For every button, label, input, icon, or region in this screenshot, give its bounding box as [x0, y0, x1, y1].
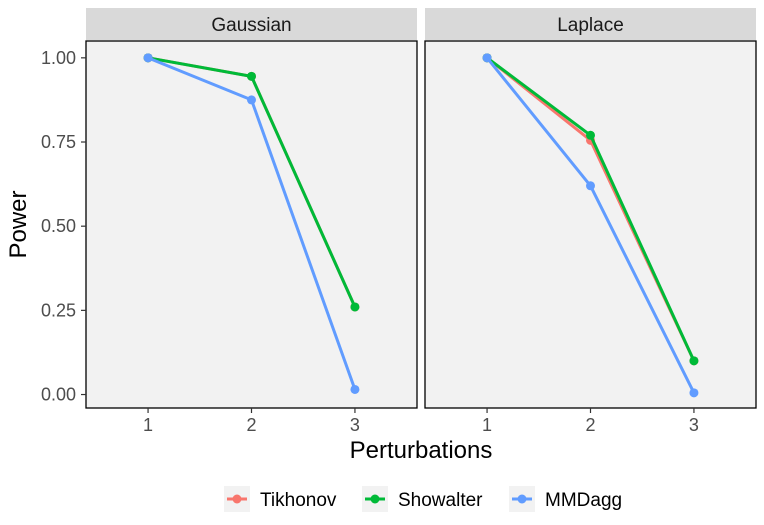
- data-point-mmdagg: [143, 53, 153, 63]
- data-point-showalter: [586, 130, 595, 140]
- data-point-showalter: [247, 71, 256, 81]
- x-tick-label: 3: [689, 415, 699, 435]
- legend-label-showalter: Showalter: [398, 490, 483, 511]
- strip-label-gaussian: Gaussian: [211, 15, 291, 36]
- x-axis-title: Perturbations: [350, 437, 493, 464]
- data-point-showalter: [350, 302, 360, 312]
- x-tick-label: 2: [246, 415, 256, 435]
- y-tick-label: 0.75: [41, 132, 76, 152]
- data-point-mmdagg: [482, 53, 492, 63]
- panel-gaussian: Gaussian: [85, 8, 418, 409]
- y-tick-label: 0.50: [41, 216, 76, 236]
- x-tick-label: 1: [482, 415, 492, 435]
- x-tick-label: 1: [143, 415, 153, 435]
- data-point-mmdagg: [247, 95, 256, 105]
- marks-gaussian: [143, 53, 360, 394]
- legend-point-tikhonov: [232, 494, 242, 504]
- x-tick-label: 2: [585, 415, 595, 435]
- legend-label-tikhonov: Tikhonov: [260, 490, 337, 511]
- panel-laplace: Laplace: [424, 8, 757, 409]
- data-point-mmdagg: [350, 384, 360, 394]
- x-tick-label: 3: [350, 415, 360, 435]
- plot-area-laplace: [425, 41, 756, 408]
- legend-label-mmdagg: MMDagg: [545, 490, 622, 511]
- x-axis: 1 2 3 1 2 3: [143, 408, 699, 435]
- legend: Tikhonov Showalter MMDagg: [224, 486, 622, 512]
- legend-point-showalter: [370, 494, 380, 504]
- y-tick-label: 0.25: [41, 300, 76, 320]
- y-tick-label: 1.00: [41, 48, 76, 68]
- data-point-mmdagg: [689, 388, 699, 398]
- strip-label-laplace: Laplace: [557, 15, 624, 36]
- strip-gaussian: [86, 8, 417, 40]
- y-axis: 0.00 0.25 0.50 0.75 1.00: [41, 48, 86, 405]
- strip-laplace: [425, 8, 756, 40]
- y-tick-label: 0.00: [41, 385, 76, 405]
- legend-point-mmdagg: [517, 494, 527, 504]
- data-point-showalter: [689, 356, 699, 366]
- data-point-mmdagg: [586, 181, 595, 191]
- marks-laplace: [482, 53, 699, 398]
- y-axis-title: Power: [5, 190, 32, 258]
